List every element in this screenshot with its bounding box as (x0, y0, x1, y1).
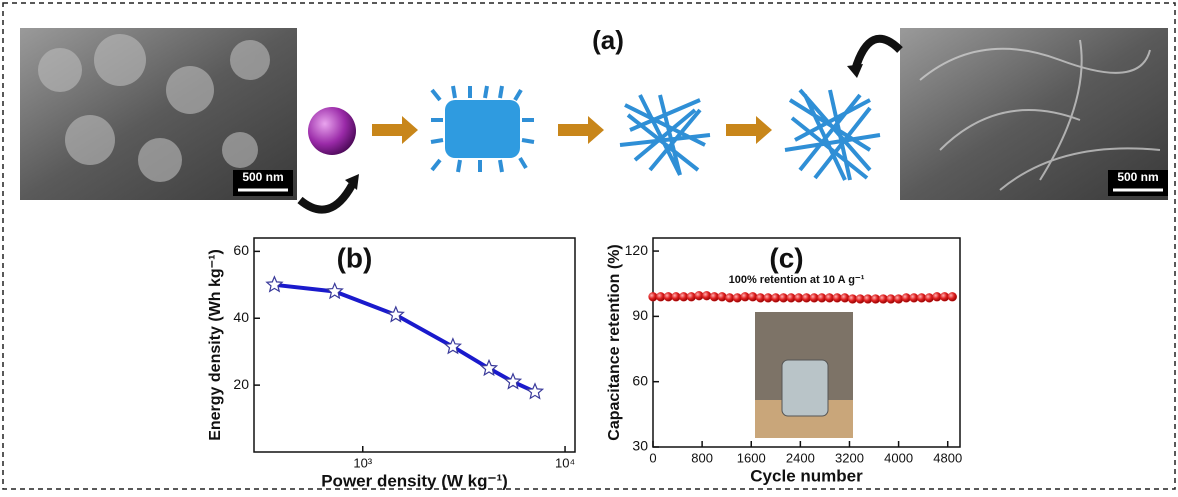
panel-label: (b) (337, 242, 373, 273)
x-tick-label: 10⁴ (555, 455, 575, 470)
arrow-head (847, 64, 863, 78)
data-point (718, 292, 727, 301)
y-tick-label: 60 (632, 372, 648, 388)
data-point (894, 294, 903, 303)
curved-arrow (300, 185, 352, 210)
x-tick-label: 1600 (737, 450, 766, 465)
x-axis-label: Cycle number (750, 466, 863, 485)
scale-bar-label: 500 nm (242, 170, 283, 184)
annotation: 100% retention at 10 A g⁻¹ (729, 274, 865, 286)
data-point (702, 291, 711, 300)
data-point (327, 284, 342, 299)
x-tick-label: 4000 (884, 450, 913, 465)
inset-photo-beaker (782, 360, 828, 416)
scale-bar-label: 500 nm (1117, 170, 1158, 184)
x-tick-label: 10³ (353, 455, 372, 470)
y-axis-label: Energy density (Wh kg⁻¹) (207, 249, 224, 441)
y-axis-label: Capacitance retention (%) (606, 244, 623, 440)
sphere (308, 107, 356, 155)
x-tick-label: 2400 (786, 450, 815, 465)
series-line (274, 285, 535, 392)
nanostructures (431, 86, 880, 180)
x-tick-label: 0 (649, 450, 656, 465)
y-tick-label: 30 (632, 438, 648, 454)
y-tick-label: 60 (233, 242, 249, 258)
panel-label: (a) (592, 25, 624, 55)
y-tick-label: 40 (233, 309, 249, 325)
data-point (948, 292, 957, 301)
figure: 500 nm 500 nm (a) 20 40 60 10³ 10⁴ Power dens… (0, 0, 1178, 492)
panel-label: (c) (769, 242, 803, 273)
x-tick-label: 3200 (835, 450, 864, 465)
y-tick-label: 90 (632, 307, 648, 323)
data-point (925, 293, 934, 302)
data-point (733, 293, 742, 302)
data-point (267, 277, 282, 292)
x-tick-label: 4800 (933, 450, 962, 465)
x-axis-label: Power density (W kg⁻¹) (321, 471, 508, 490)
y-tick-label: 120 (625, 242, 649, 258)
y-tick-label: 20 (233, 376, 249, 392)
plot-frame (254, 238, 575, 452)
x-tick-label: 800 (691, 450, 713, 465)
data-point (840, 293, 849, 302)
data-point (748, 292, 757, 301)
data-point (687, 292, 696, 301)
data-point (527, 384, 542, 399)
